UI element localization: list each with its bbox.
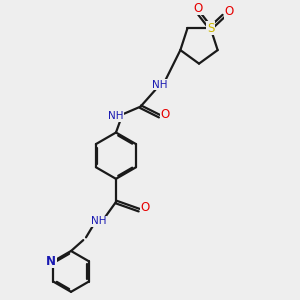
Text: S: S [207,22,214,35]
Text: NH: NH [152,80,167,90]
Text: O: O [194,2,203,15]
Text: NH: NH [108,111,124,121]
Text: O: O [160,108,169,121]
Text: O: O [140,202,150,214]
Text: N: N [46,255,56,268]
Text: O: O [224,5,234,18]
Text: NH: NH [91,216,106,226]
